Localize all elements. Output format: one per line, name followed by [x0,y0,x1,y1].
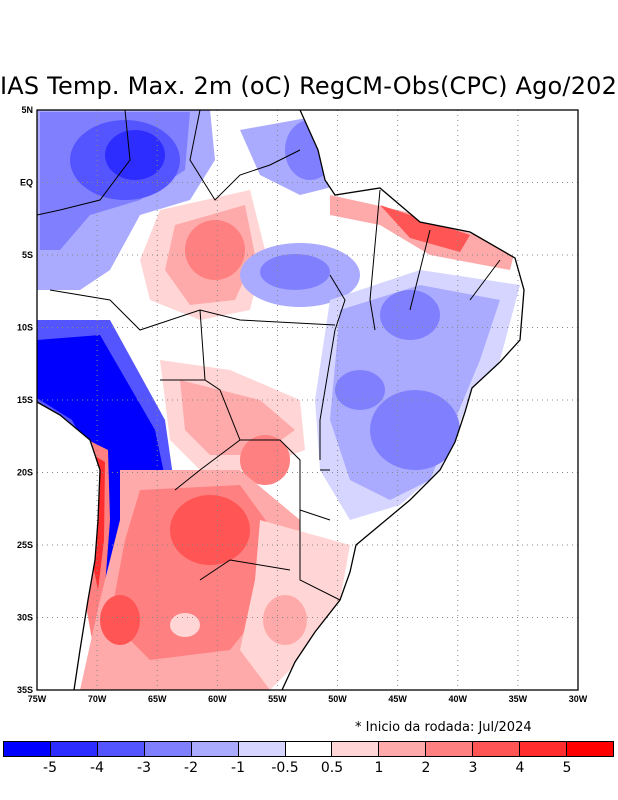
colorbar-label: 0.5 [320,760,344,776]
colorbar-label: -3 [137,760,151,776]
map-frame [36,109,579,691]
longitude-ticks: 75W 70W 65W 60W 55W 50W 45W 40W 35W 30W [28,694,588,704]
colorbar-swatch [285,742,333,756]
colorbar-swatch [191,742,239,756]
lat-tick-label: 25S [17,540,33,550]
colorbar [3,741,614,757]
lon-tick-label: 60W [208,694,227,704]
lat-tick-label: 5N [21,105,33,115]
lat-tick-label: 15S [17,395,33,405]
colorbar-swatch [332,742,380,756]
colorbar-label: -0.5 [271,760,299,776]
lat-tick-label: 10S [17,323,33,333]
colorbar-label: -5 [43,760,57,776]
lon-tick-label: 50W [328,694,347,704]
colorbar-swatch [567,742,613,756]
colorbar-label: -4 [90,760,104,776]
colorbar-swatch [379,742,427,756]
colorbar-swatch [97,742,145,756]
lon-tick-label: 75W [28,694,47,704]
lon-tick-label: 65W [148,694,167,704]
figure-title: IAS Temp. Max. 2m (oC) RegCM-Obs(CPC) Ag… [0,72,618,100]
colorbar-label: 3 [468,760,478,776]
lon-tick-label: 45W [388,694,407,704]
colorbar-swatch [144,742,192,756]
colorbar-label: 5 [562,760,572,776]
country-borders [36,109,501,601]
lat-tick-label: 5S [22,250,33,260]
lat-tick-label: 20S [17,468,33,478]
lon-tick-label: 40W [449,694,468,704]
colorbar-swatch [50,742,98,756]
lat-tick-label: 30S [17,613,33,623]
latitude-ticks: 5N EQ 5S 10S 15S 20S 25S 30S 35S [17,105,33,695]
lon-tick-label: 30W [569,694,588,704]
colorbar-swatch [4,742,51,756]
lat-tick-label: EQ [20,178,33,188]
colorbar-swatch [238,742,286,756]
lon-tick-label: 55W [268,694,287,704]
grid-lines [37,110,578,690]
colorbar-swatch [520,742,568,756]
coastline [36,109,525,691]
colorbar-label: 1 [374,760,384,776]
colorbar-label: -2 [184,760,198,776]
colorbar-label: -1 [231,760,245,776]
colorbar-label: 4 [515,760,525,776]
lon-tick-label: 35W [509,694,528,704]
colorbar-swatch [426,742,474,756]
colorbar-swatch [473,742,521,756]
run-start-note: * Inicio da rodada: Jul/2024 [355,720,532,735]
lat-tick-label: 35S [17,685,33,695]
colorbar-label: 2 [421,760,431,776]
lon-tick-label: 70W [88,694,107,704]
